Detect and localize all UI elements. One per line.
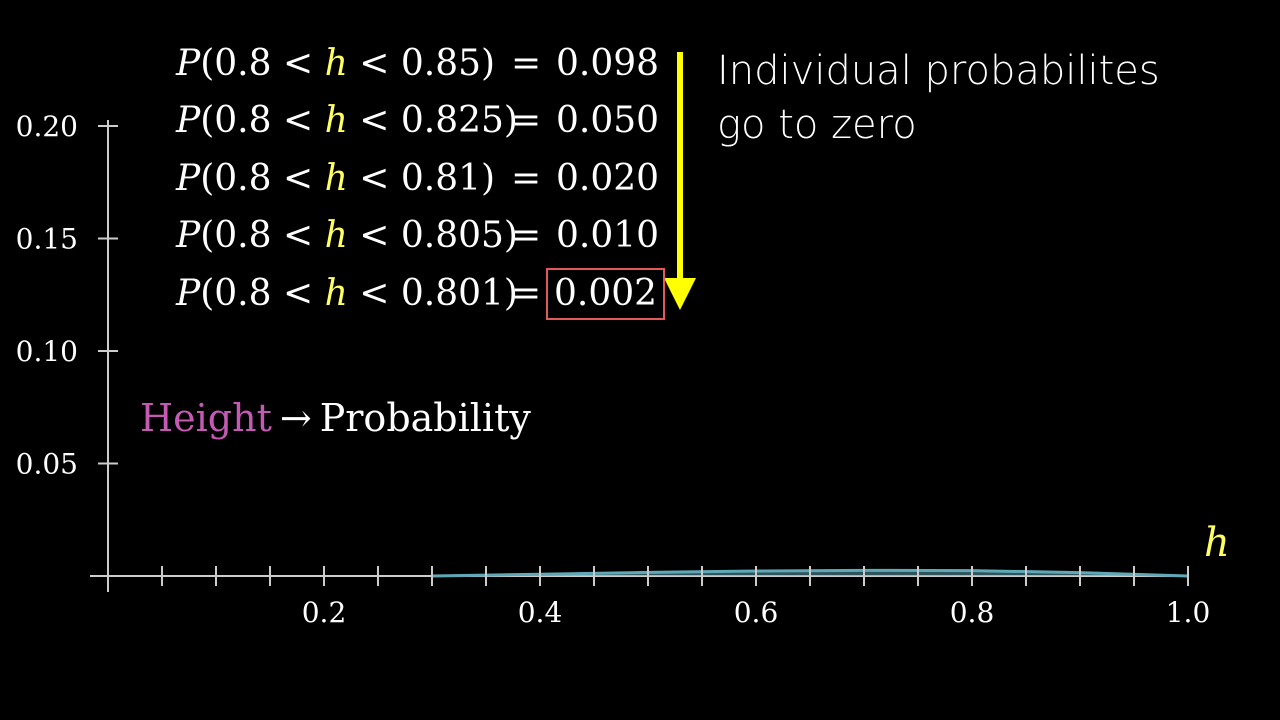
variable-h: h: [324, 273, 348, 314]
interval-open: (0.8 <: [200, 158, 314, 199]
probability-value: 0.050: [556, 100, 660, 141]
prob-symbol: P: [176, 215, 201, 256]
note-line-1: Individual probabilites: [717, 48, 1160, 94]
interval-close: < 0.85): [359, 43, 496, 84]
probability-value: 0.020: [556, 158, 660, 199]
x-tick-label: 0.2: [302, 596, 347, 629]
equals-sign: =: [511, 158, 542, 199]
height-probability-label: Height → Probability: [140, 393, 531, 443]
variable-h: h: [324, 158, 348, 199]
probability-value: 0.098: [556, 43, 660, 84]
note-line-2: go to zero: [717, 102, 917, 148]
interval-close: < 0.801): [359, 273, 518, 314]
interval-close: < 0.81): [359, 158, 496, 199]
x-tick-label: 0.6: [734, 596, 779, 629]
x-tick-label: 1.0: [1166, 596, 1211, 629]
prob-symbol: P: [176, 100, 201, 141]
y-tick-label: 0.10: [16, 335, 78, 368]
equals-sign: =: [511, 100, 542, 141]
variable-h: h: [324, 100, 348, 141]
equals-sign: =: [511, 273, 542, 314]
interval-open: (0.8 <: [200, 43, 314, 84]
highlighted-probability-value: 0.002: [545, 268, 666, 320]
x-tick-label: 0.8: [950, 596, 995, 629]
prob-symbol: P: [176, 273, 201, 314]
annotation-note: Individual probabilites go to zero: [717, 44, 1160, 152]
interval-close: < 0.825): [359, 100, 518, 141]
interval-close: < 0.805): [359, 215, 518, 256]
y-tick-label: 0.20: [16, 110, 78, 143]
y-tick-label: 0.05: [16, 448, 78, 481]
x-tick-label: 0.4: [518, 596, 563, 629]
y-tick-label: 0.15: [16, 223, 78, 256]
right-arrow-icon: →: [279, 396, 312, 440]
equals-sign: =: [511, 215, 542, 256]
probability-label: Probability: [319, 396, 531, 440]
x-axis-label: h: [1204, 520, 1230, 566]
variable-h: h: [324, 43, 348, 84]
probability-value: 0.010: [556, 215, 660, 256]
prob-symbol: P: [176, 43, 201, 84]
interval-open: (0.8 <: [200, 215, 314, 256]
interval-open: (0.8 <: [200, 273, 314, 314]
prob-symbol: P: [176, 158, 201, 199]
equals-sign: =: [511, 43, 542, 84]
down-arrow-icon: [664, 52, 696, 310]
variable-h: h: [324, 215, 348, 256]
height-label: Height: [140, 396, 272, 440]
interval-open: (0.8 <: [200, 100, 314, 141]
